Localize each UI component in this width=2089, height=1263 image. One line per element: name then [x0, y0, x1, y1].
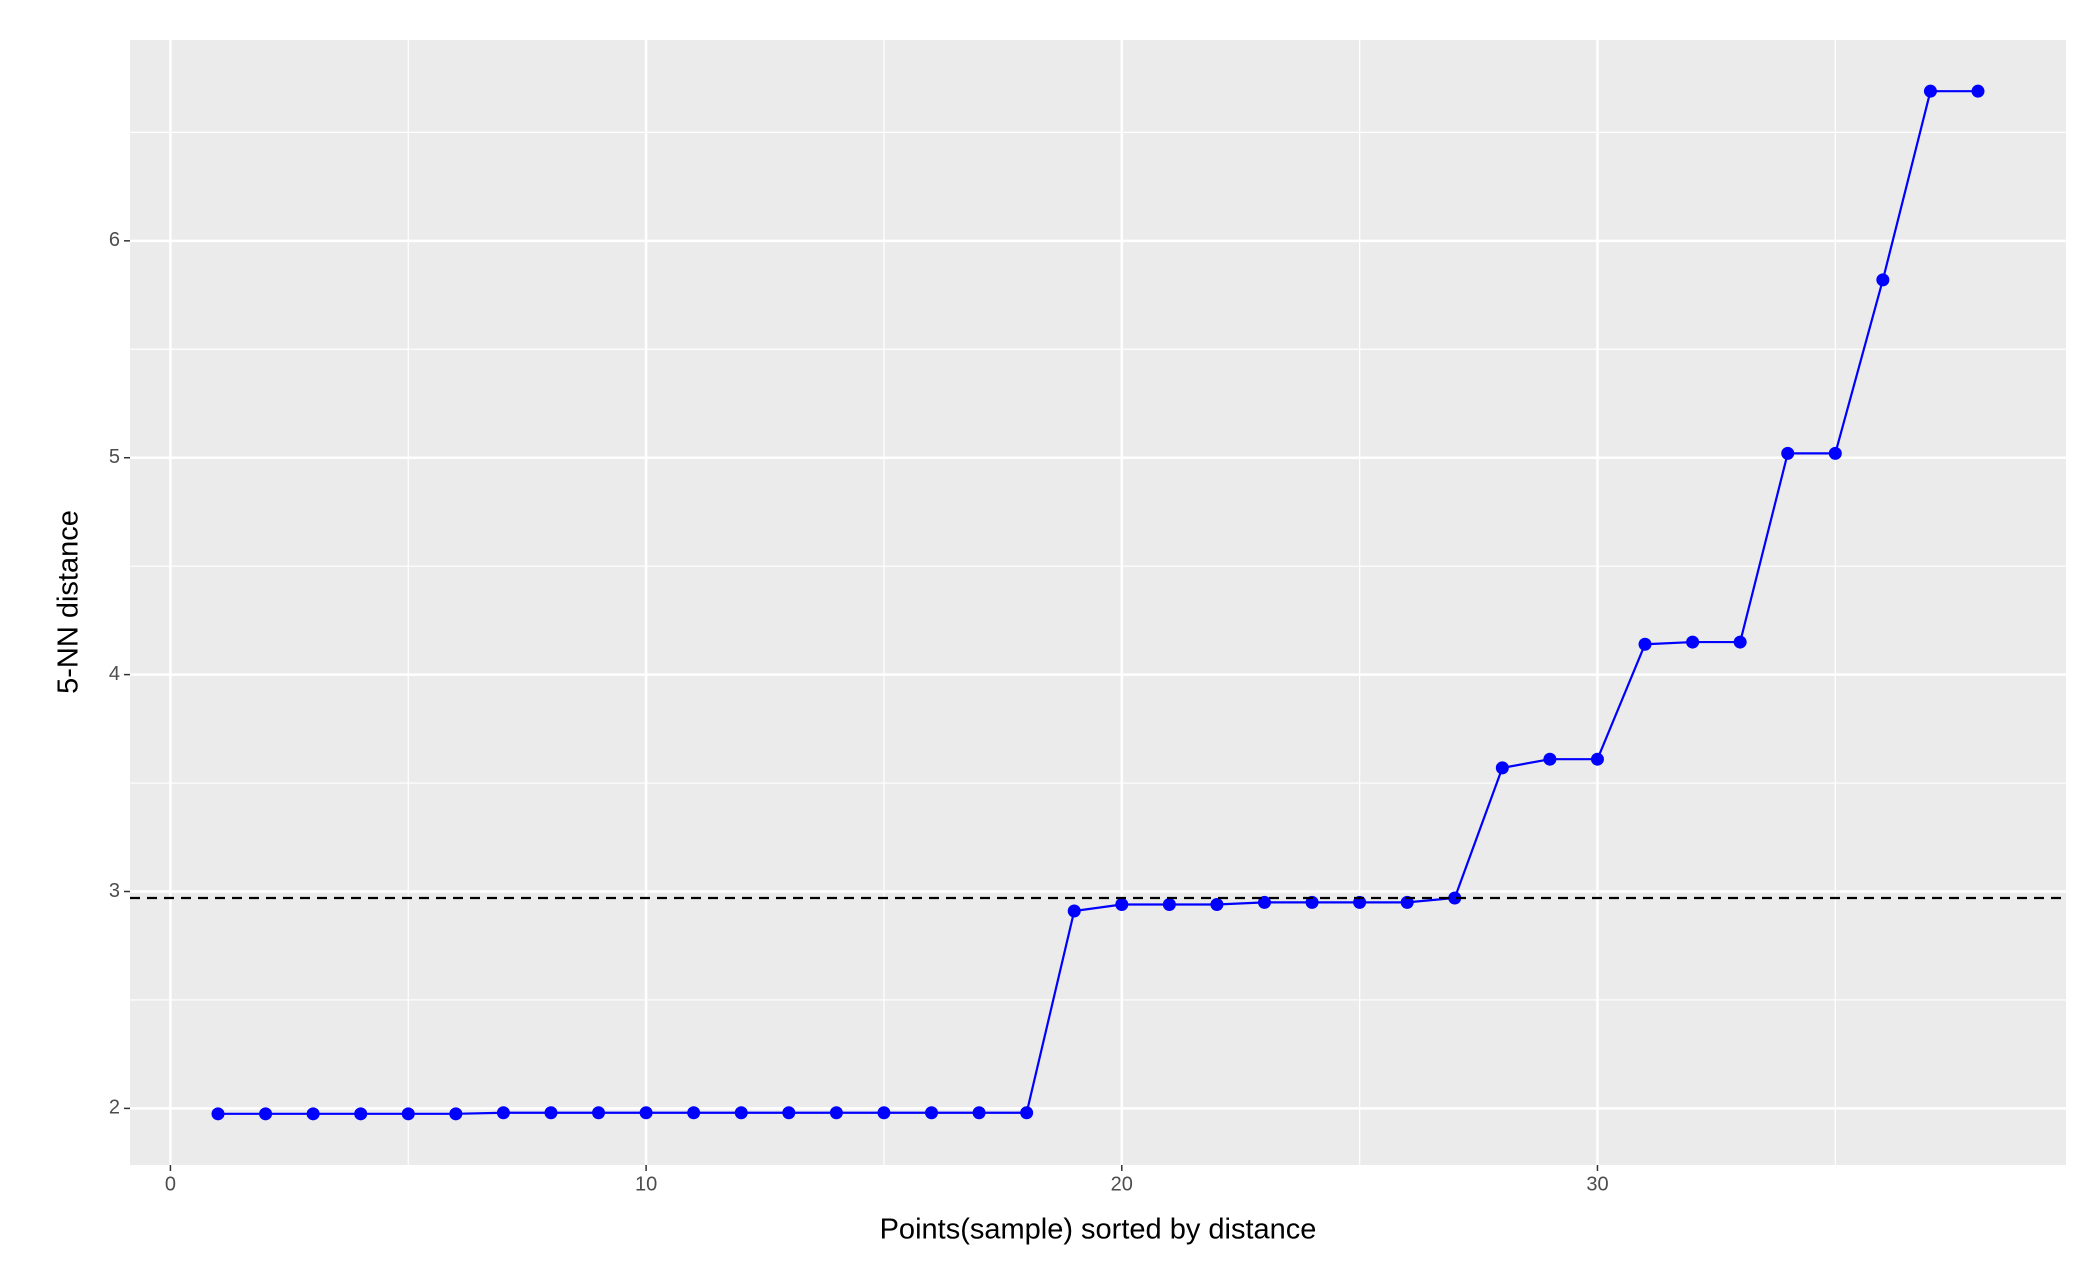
- data-point: [1971, 84, 1985, 98]
- data-point: [639, 1106, 653, 1120]
- data-point: [1067, 904, 1081, 918]
- y-tick-label: 5: [109, 446, 120, 468]
- data-point: [401, 1107, 415, 1121]
- data-point: [1162, 898, 1176, 912]
- data-point: [829, 1106, 843, 1120]
- data-point: [877, 1106, 891, 1120]
- x-axis-title: Points(sample) sorted by distance: [880, 1214, 1317, 1246]
- y-tick-label: 4: [109, 663, 120, 685]
- data-line: [218, 90, 1978, 1115]
- data-point: [1495, 761, 1509, 775]
- data-point: [354, 1107, 368, 1121]
- data-point: [496, 1106, 510, 1120]
- data-point: [1638, 637, 1652, 651]
- data-point: [1210, 898, 1224, 912]
- data-point: [925, 1106, 939, 1120]
- data-point: [1828, 446, 1842, 460]
- data-point: [449, 1107, 463, 1121]
- y-tick-label: 3: [109, 880, 120, 902]
- x-tick-label: 20: [1111, 1173, 1133, 1195]
- data-point: [1115, 898, 1129, 912]
- y-axis-title: 5-NN distance: [53, 510, 85, 694]
- data-point: [211, 1107, 225, 1121]
- data-point: [1020, 1106, 1034, 1120]
- x-tick-label: 0: [165, 1173, 176, 1195]
- x-tick-label: 10: [635, 1173, 657, 1195]
- data-point: [782, 1106, 796, 1120]
- data-point: [972, 1106, 986, 1120]
- y-tick-label: 2: [109, 1097, 120, 1119]
- data-point: [306, 1107, 320, 1121]
- panel: [130, 40, 2066, 1165]
- data-point: [1686, 635, 1700, 649]
- data-point: [259, 1107, 273, 1121]
- data-point: [1543, 752, 1557, 766]
- data-point: [1923, 84, 1937, 98]
- data-point: [1733, 635, 1747, 649]
- data-point: [544, 1106, 558, 1120]
- data-point: [734, 1106, 748, 1120]
- y-tick-label: 6: [109, 229, 120, 251]
- x-tick-label: 30: [1586, 1173, 1608, 1195]
- data-point: [687, 1106, 701, 1120]
- data-point: [1781, 446, 1795, 460]
- data-point: [592, 1106, 606, 1120]
- data-point: [1590, 752, 1604, 766]
- data-point: [1448, 891, 1462, 905]
- data-point: [1876, 273, 1890, 287]
